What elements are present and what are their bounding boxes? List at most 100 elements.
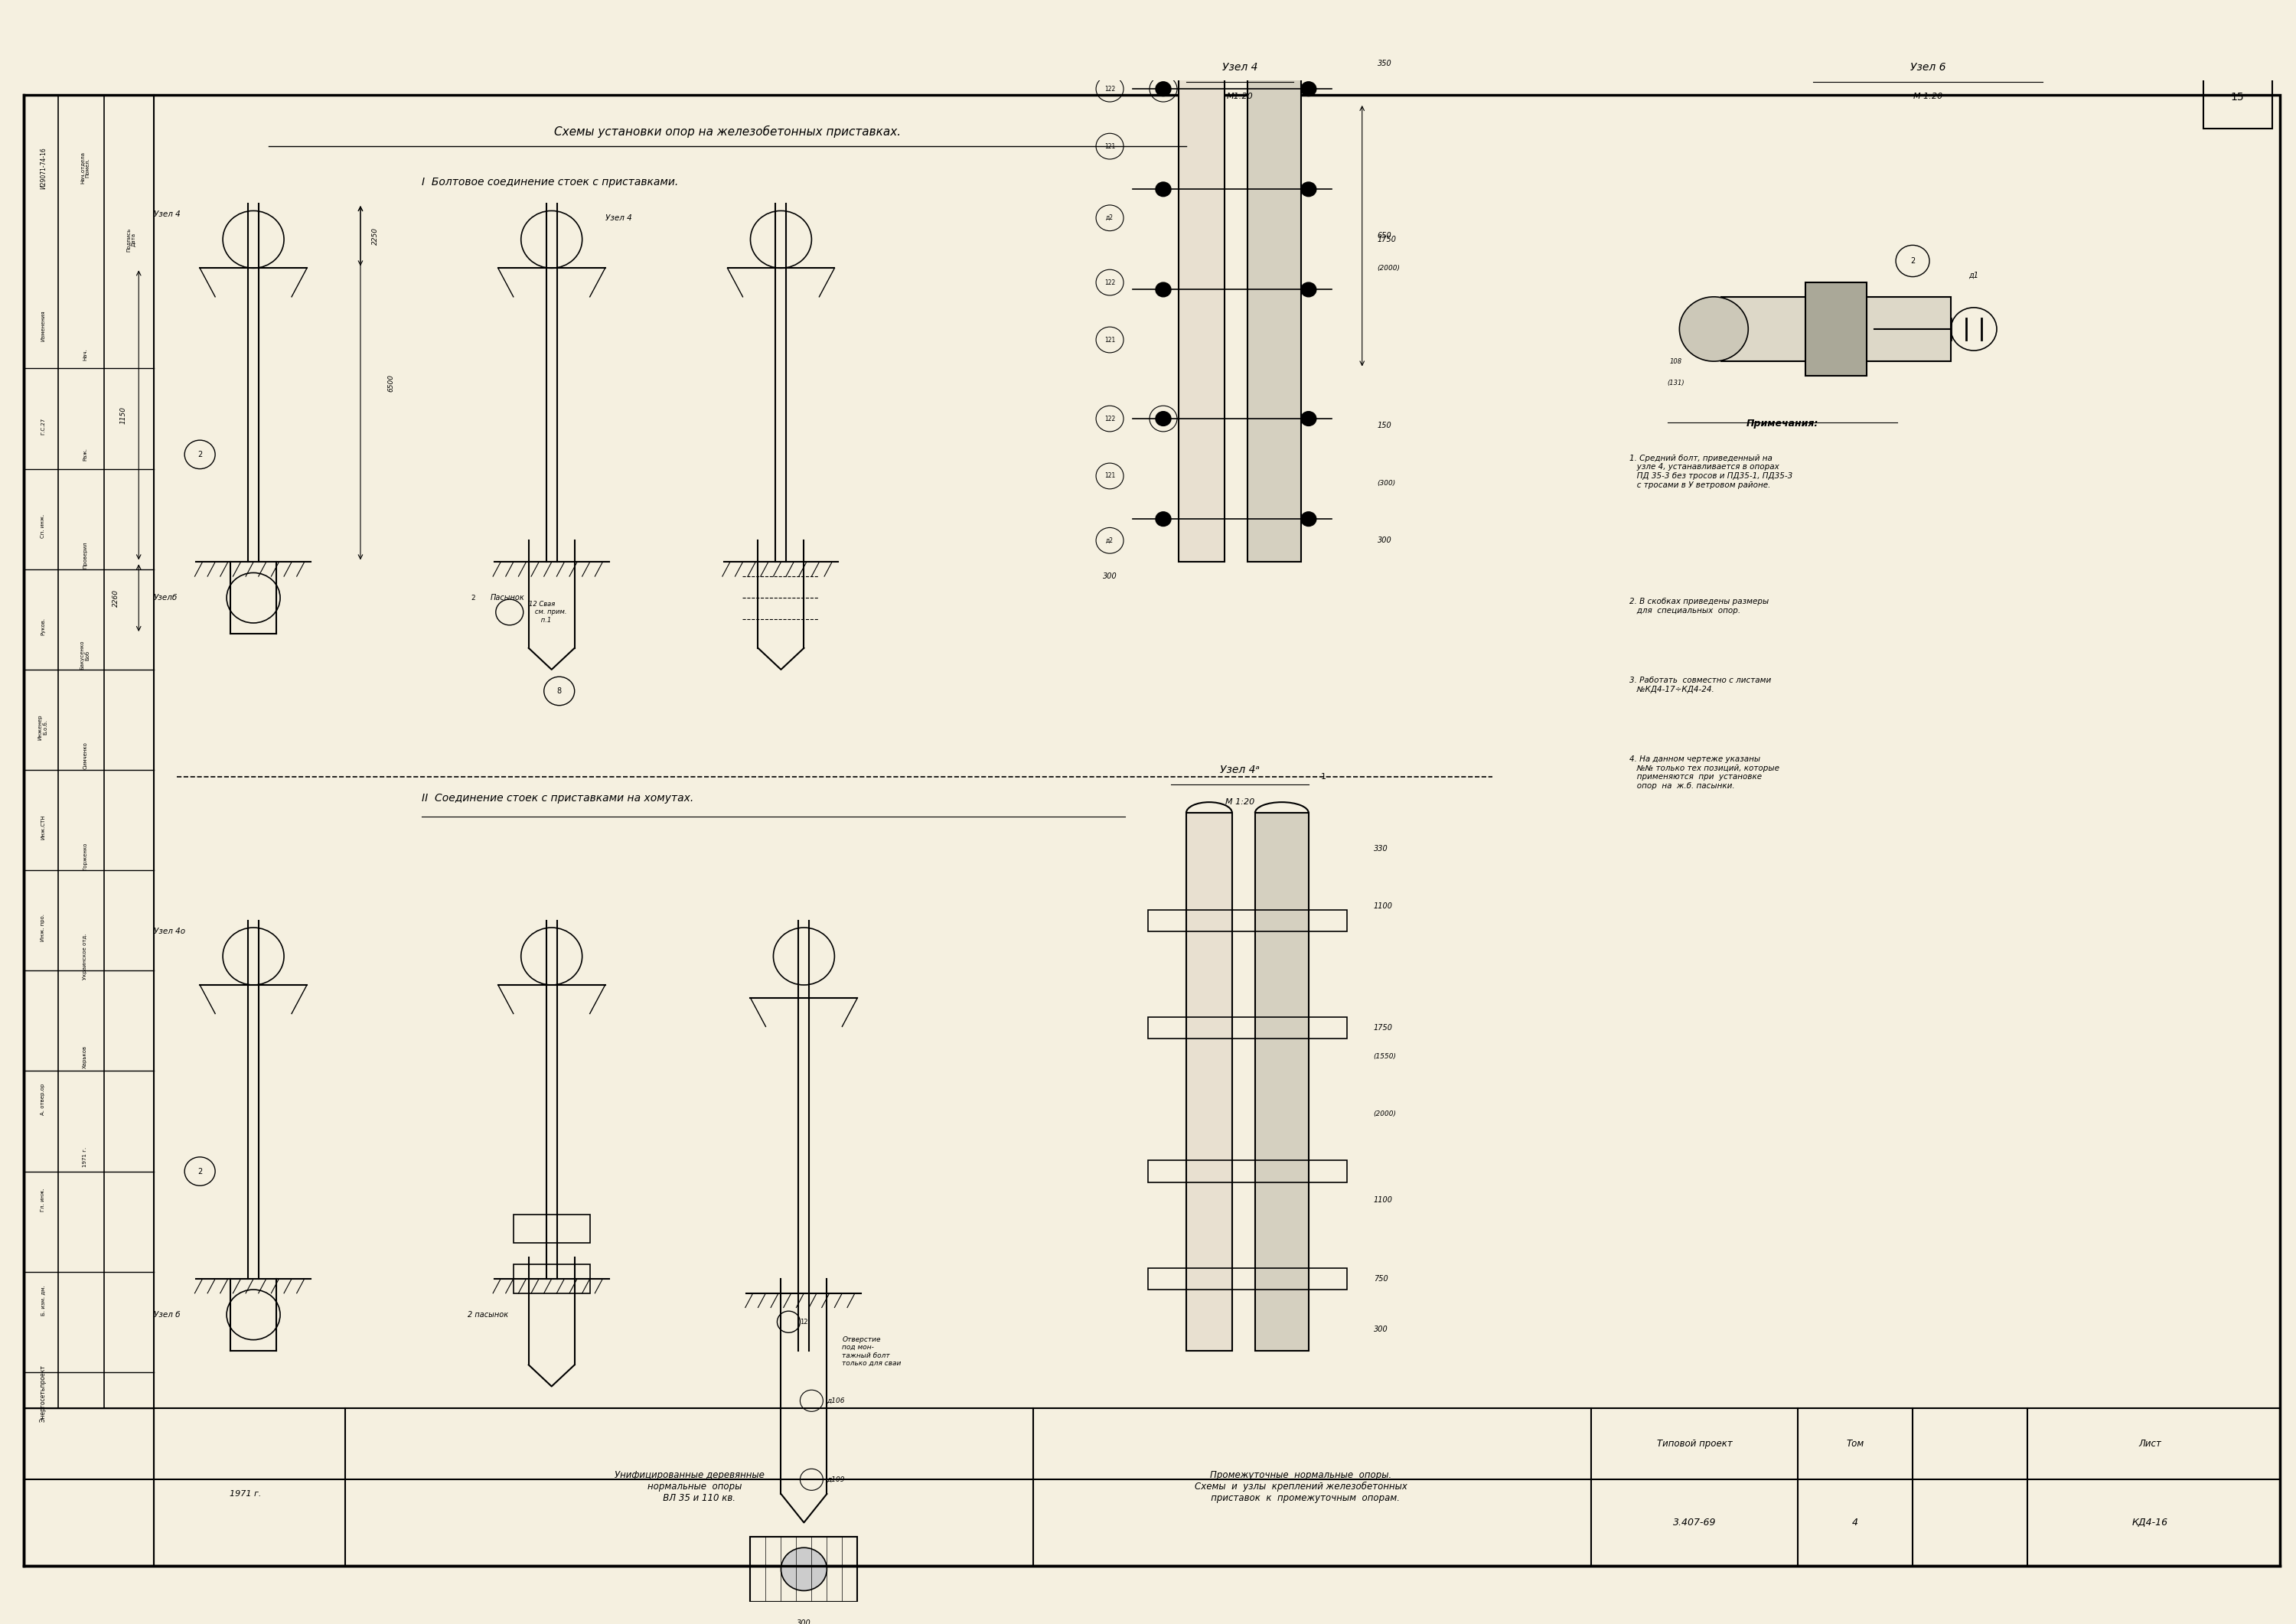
Circle shape (1302, 512, 1316, 526)
Text: 12 Свая
   см. прим.
      п.1: 12 Свая см. прим. п.1 (528, 601, 567, 624)
Text: 2. В скобках приведены размеры
   для  специальных  опор.: 2. В скобках приведены размеры для специ… (1630, 598, 1770, 614)
Text: Инж.СТН: Инж.СТН (41, 815, 46, 840)
Bar (751, 1536, 856, 1601)
Text: 1100: 1100 (1373, 903, 1394, 909)
Text: Лист: Лист (2138, 1439, 2161, 1449)
Text: 12: 12 (799, 1319, 808, 1325)
Text: 3.407-69: 3.407-69 (1674, 1517, 1717, 1528)
Circle shape (781, 1548, 827, 1590)
Text: Подпись
Дата: Подпись Дата (126, 227, 135, 252)
Text: А. отвер.ор: А. отвер.ор (41, 1083, 46, 1116)
Text: 122: 122 (1104, 86, 1116, 93)
Text: Узел 4: Узел 4 (154, 211, 181, 218)
Text: Руков.: Руков. (41, 617, 46, 635)
Text: Узел 4ᵃ: Узел 4ᵃ (1219, 765, 1261, 775)
Text: Узел 6: Узел 6 (1910, 62, 1945, 73)
Text: 1: 1 (1320, 773, 1327, 781)
Text: Г.С.27: Г.С.27 (41, 417, 46, 434)
Circle shape (1302, 283, 1316, 297)
Text: 650: 650 (1378, 232, 1391, 240)
Text: д2: д2 (1107, 214, 1114, 221)
Text: (2000): (2000) (1373, 1111, 1396, 1117)
Bar (514, 1215, 590, 1242)
Text: Нач.: Нач. (83, 348, 87, 361)
Text: М 1:20: М 1:20 (1913, 93, 1942, 101)
Text: Раж.: Раж. (83, 448, 87, 461)
Text: Узел 4: Узел 4 (1221, 62, 1258, 73)
Circle shape (1155, 283, 1171, 297)
Text: Примечания:: Примечания: (1747, 419, 1818, 429)
Text: 1971 г.: 1971 г. (83, 1147, 87, 1168)
Text: 4. На данном чертеже указаны
   №№ только тех позиций, которые
   применяются  п: 4. На данном чертеже указаны №№ только т… (1630, 755, 1779, 789)
Text: Гл. инж.: Гл. инж. (41, 1189, 46, 1212)
Text: 122: 122 (1104, 416, 1116, 422)
Bar (1187, 814, 1233, 1351)
Bar (1256, 814, 1309, 1351)
Text: 330: 330 (1373, 844, 1387, 853)
Text: (1550): (1550) (1373, 1054, 1396, 1060)
Text: 2: 2 (197, 1168, 202, 1176)
Text: 4: 4 (1853, 1517, 1857, 1528)
Text: Энергосетьпроект: Энергосетьпроект (39, 1364, 46, 1423)
Text: 121: 121 (1104, 473, 1116, 479)
Text: II  Соединение стоек с приставками на хомутах.: II Соединение стоек с приставками на хом… (422, 793, 693, 804)
Circle shape (1155, 411, 1171, 425)
Text: И29071-74-16: И29071-74-16 (39, 146, 46, 188)
Text: 6500: 6500 (388, 374, 395, 391)
Bar (514, 1265, 590, 1293)
Bar (1722, 297, 1952, 361)
Text: 2: 2 (1910, 257, 1915, 265)
Text: Б. изм. дм.: Б. изм. дм. (41, 1285, 46, 1315)
Text: Проверил: Проверил (83, 541, 87, 568)
Text: 2: 2 (471, 594, 475, 601)
Text: 1971 г.: 1971 г. (230, 1491, 262, 1497)
Text: д2: д2 (1107, 538, 1114, 544)
Text: 750: 750 (1373, 1275, 1387, 1283)
Text: Узел 4: Узел 4 (606, 214, 631, 222)
Text: 133: 133 (1157, 416, 1169, 422)
Text: 300: 300 (1378, 536, 1391, 544)
Text: 1750: 1750 (1378, 235, 1396, 244)
Text: КД4-16: КД4-16 (2131, 1517, 2167, 1528)
Text: д1: д1 (1968, 271, 1979, 279)
Text: Нач.отдела
Помел.: Нач.отдела Помел. (80, 151, 90, 184)
Text: 1. Средний болт, приведенный на
   узле 4, устанавливается в опорах
   ПД 35-3 б: 1. Средний болт, приведенный на узле 4, … (1630, 455, 1793, 489)
Bar (1148, 909, 1348, 931)
Circle shape (1155, 512, 1171, 526)
Text: 300: 300 (1373, 1325, 1387, 1333)
Bar (1148, 1161, 1348, 1182)
Text: Инженер
Б.о.б.: Инженер Б.о.б. (39, 715, 48, 739)
Circle shape (1302, 81, 1316, 96)
Circle shape (1155, 81, 1171, 96)
Text: Типовой проект: Типовой проект (1658, 1439, 1733, 1449)
Text: М 1:20: М 1:20 (1226, 799, 1254, 806)
Text: Том: Том (1846, 1439, 1864, 1449)
Text: Сп. инж.: Сп. инж. (41, 515, 46, 538)
Text: 350: 350 (1378, 60, 1391, 68)
Text: 8: 8 (558, 687, 563, 695)
Text: (131): (131) (1667, 380, 1685, 387)
Text: 122: 122 (1104, 279, 1116, 286)
Text: Харьков: Харьков (83, 1046, 87, 1069)
Text: Пасынок: Пасынок (491, 594, 526, 603)
Text: Горженко: Горженко (83, 841, 87, 870)
Text: д106: д106 (827, 1397, 845, 1405)
Text: Узел 4о: Узел 4о (154, 927, 186, 935)
Text: Схемы установки опор на железобетонных приставках.: Схемы установки опор на железобетонных п… (553, 125, 900, 138)
Text: Изменения: Изменения (41, 310, 46, 341)
Circle shape (1678, 297, 1747, 361)
Text: 150: 150 (1378, 422, 1391, 430)
Text: (300): (300) (1378, 479, 1396, 487)
Text: 15: 15 (2232, 93, 2243, 102)
Circle shape (1302, 411, 1316, 425)
Bar (1805, 283, 1867, 375)
Bar (1247, 24, 1302, 562)
Text: 2: 2 (197, 451, 202, 458)
Text: М1:20: М1:20 (1226, 93, 1254, 101)
Text: 121: 121 (1104, 143, 1116, 149)
Text: Унифицированные деревянные
    нормальные  опоры
       ВЛ 35 и 110 кв.: Унифицированные деревянные нормальные оп… (615, 1470, 765, 1504)
Bar (1148, 1268, 1348, 1289)
Circle shape (1155, 182, 1171, 197)
Text: Украинское отд.: Украинское отд. (83, 934, 87, 979)
Text: 108: 108 (1669, 357, 1681, 365)
